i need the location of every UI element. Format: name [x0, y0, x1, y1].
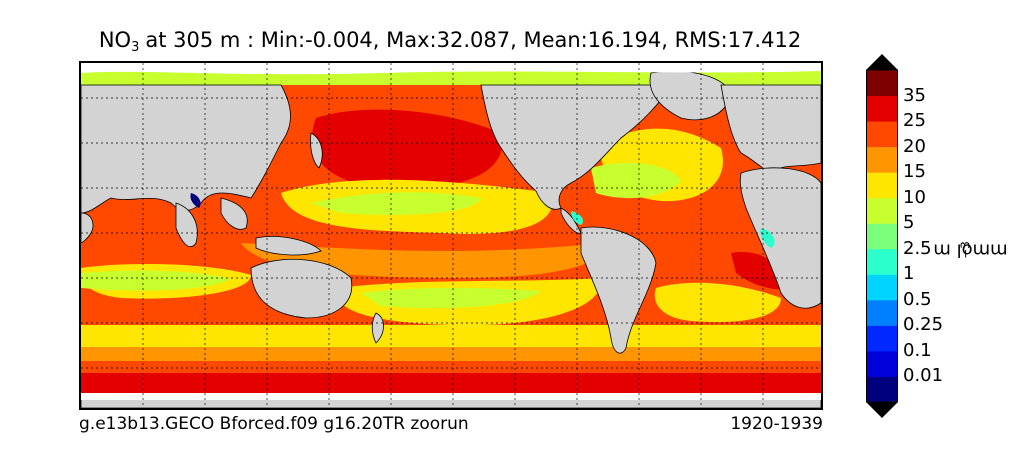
title-species: NO: [98, 28, 132, 52]
colorbar-tick-label: 35: [903, 84, 926, 106]
indian-ocean-gyre-low: [81, 270, 231, 291]
colorbar-segment: [866, 197, 898, 224]
southern-ocean-band-10: [81, 325, 821, 347]
southeast-asia: [220, 197, 248, 230]
title-stats: at 305 m : Min:-0.004, Max:32.087, Mean:…: [145, 28, 802, 52]
sea-ice: [81, 63, 821, 400]
colorbar-tick-label: 15: [903, 161, 926, 183]
colorbar-tick-label: 2.5: [903, 237, 932, 259]
indonesia: [255, 236, 322, 256]
colorbar-segment: [866, 325, 898, 352]
land-masses: [81, 70, 821, 408]
year-range: 1920-1939: [730, 414, 823, 434]
north-pacific-high: [312, 109, 503, 189]
colorbar-segment: [866, 274, 898, 301]
colorbar-segment: [866, 70, 898, 97]
colorbar-segment: [866, 350, 898, 377]
title-species-subscript: 3: [131, 40, 140, 55]
southern-ocean-band-20: [81, 361, 821, 373]
colorbar-tick-label: 20: [903, 135, 926, 157]
colorbar-tick-label: 10: [903, 186, 926, 208]
colorbar-segment: [866, 299, 898, 326]
colorbar-segment: [866, 146, 898, 173]
europe: [720, 84, 821, 174]
india: [175, 202, 198, 248]
colorbar-tick-label: 0.1: [903, 339, 932, 361]
south-pacific-gyre-low: [361, 287, 541, 309]
plot-title: NO3 at 305 m : Min:-0.004, Max:32.087, Me…: [0, 28, 900, 55]
map-panel: [79, 61, 823, 410]
colorbar-frame: [866, 69, 898, 403]
south-america: [580, 226, 657, 354]
graticule: [81, 63, 821, 408]
colorbar-over-arrow: [866, 54, 898, 70]
east-atlantic-low: [760, 228, 775, 248]
unit-base: mmol m: [932, 239, 1008, 261]
colorbar-segment: [866, 121, 898, 148]
ocean-map: [81, 63, 821, 408]
colorbar-labels: 0.01 0.1 0.25 0.5 1 2.5 5 10 15 20 25 35: [903, 72, 963, 402]
colorbar-tick-label: 0.25: [903, 314, 944, 336]
colorbar-segment: [866, 376, 898, 403]
japan: [310, 132, 323, 169]
colorbar-tick-label: 1: [903, 263, 915, 285]
colorbar-tick-label: 25: [903, 110, 926, 132]
colorbar-segment: [866, 172, 898, 199]
colorbar-segment: [866, 223, 898, 250]
colorbar-tick-label: 0.5: [903, 288, 932, 310]
greenland: [649, 70, 732, 121]
arabian-sea-low: [190, 193, 201, 208]
eurasia-west: [81, 84, 291, 214]
colorbar-tick-label: 0.01: [903, 365, 944, 387]
colorbar-under-arrow: [866, 402, 898, 418]
colorbar-unit: mmol m −3: [933, 190, 1007, 310]
colorbar-segment: [866, 248, 898, 275]
colorbar: [866, 54, 898, 418]
colorbar-tick-label: 5: [903, 212, 915, 234]
north-pacific-gyre-low: [311, 192, 481, 215]
colorbar-segment: [866, 95, 898, 122]
new-zealand: [371, 312, 384, 344]
north-atlantic-gyre-low: [591, 162, 681, 199]
africa-east-edge: [81, 212, 94, 244]
south-atlantic: [654, 282, 781, 323]
run-name: g.e13b13.GECO Bforced.f09 g16.20TR zooru…: [79, 414, 469, 434]
africa: [739, 167, 821, 309]
southern-ocean-band-15: [81, 347, 821, 361]
